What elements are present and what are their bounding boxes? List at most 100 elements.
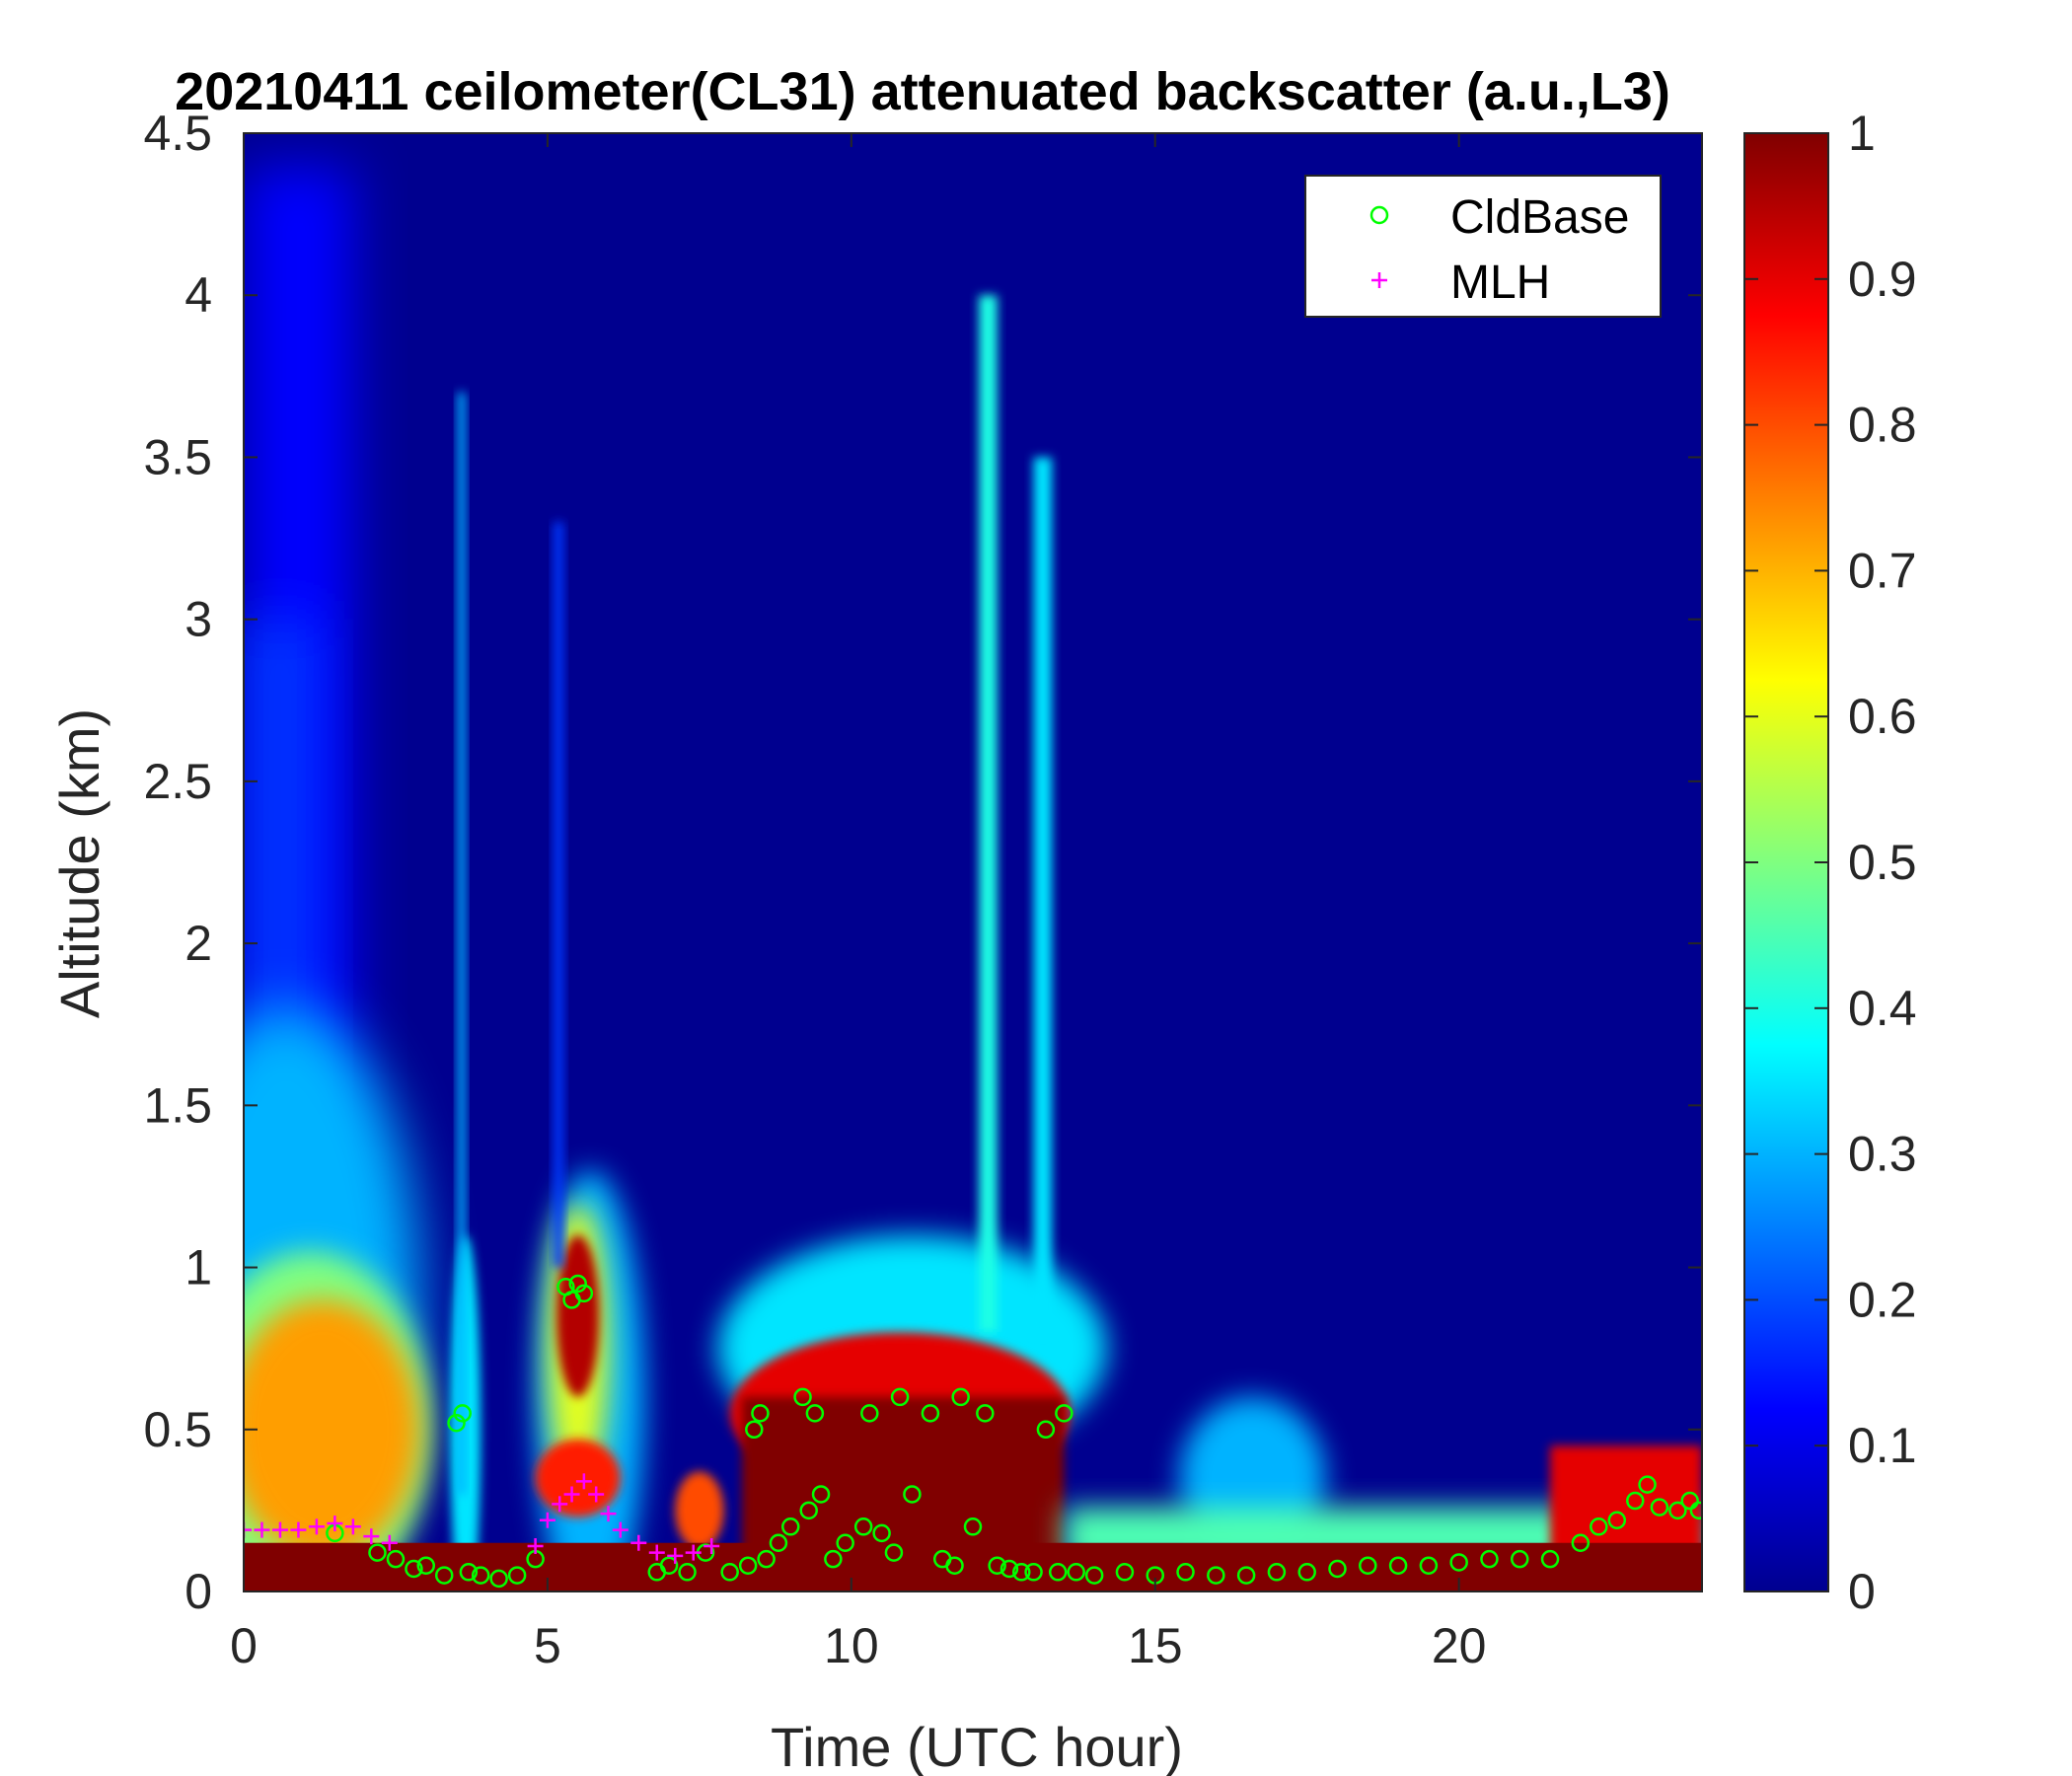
colorbar-tick-label: 0.3 [1848,1127,1917,1182]
cldbase-point [1480,1549,1499,1569]
cldbase-point [1571,1533,1591,1552]
legend-box [1304,175,1662,318]
cldbase-point [1036,1420,1056,1440]
mlh-point [563,1486,580,1503]
cldbase-point [459,1563,479,1582]
cldbase-point [988,1556,1006,1575]
cldbase-point [921,1404,940,1423]
cldbase-point [745,1420,764,1440]
cldbase-point [1607,1511,1627,1529]
y-tick-label: 0 [185,1564,212,1619]
aerosol-plume [1033,457,1053,1333]
colorbar-tick-label: 0 [1848,1564,1876,1619]
mlh-point [290,1521,307,1538]
y-tick-label: 1 [185,1240,212,1295]
y-tick-label: 4.5 [143,106,212,161]
colorbar-tick-label: 0.5 [1848,835,1917,890]
mlh-point [344,1518,361,1535]
mlh-point [685,1544,702,1561]
cldbase-point [1638,1475,1657,1494]
cldbase-point [836,1533,854,1552]
mlh-point [575,1473,592,1490]
x-tick-label: 15 [1128,1618,1183,1673]
cldbase-point [1115,1563,1135,1582]
cldbase-point [799,1501,818,1520]
cldbase-point [1419,1556,1439,1575]
cldbase-point [781,1517,800,1536]
legend-cldbase-marker [1369,205,1389,225]
mlh-point [327,1516,343,1532]
x-tick-label: 10 [824,1618,879,1673]
cldbase-point [720,1563,739,1582]
cldbase-point [945,1556,964,1575]
cldbase-point [1024,1563,1043,1582]
cldbase-point [903,1485,922,1504]
cldbase-point [1012,1563,1031,1582]
cldbase-point [659,1556,679,1575]
x-tick-label: 0 [230,1618,258,1673]
cldbase-point [368,1543,387,1562]
cldbase-point [976,1404,995,1423]
aerosol-layer [556,1234,600,1397]
cldbase-point [890,1387,910,1407]
y-tick-label: 0.5 [143,1402,212,1457]
plot-frame [243,132,1703,1592]
colorbar [1744,133,1828,1591]
cldbase-point [738,1556,758,1575]
cldbase-point [793,1387,812,1407]
cldbase-point [811,1485,831,1504]
x-tick-label: 20 [1432,1618,1487,1673]
cldbase-point [574,1284,594,1303]
y-tick-label: 2 [185,916,212,971]
y-tick-label: 4 [185,267,212,323]
mlh-point [667,1547,684,1564]
cldbase-point [1267,1563,1287,1582]
cldbase-point [416,1556,435,1575]
mlh-point [552,1496,568,1513]
mlh-point [612,1521,629,1538]
cldbase-point [1207,1566,1225,1585]
cldbase-point [1680,1491,1699,1511]
y-tick-label: 3 [185,592,212,647]
cldbase-point [1650,1498,1669,1517]
mlh-point [254,1521,270,1538]
cldbase-point [434,1566,454,1585]
cldbase-point [1236,1566,1256,1585]
cldbase-point [678,1563,697,1582]
mlh-point [703,1538,720,1555]
colorbar-tick-label: 0.7 [1848,543,1917,598]
mlh-point [381,1534,398,1551]
aerosol-layer [535,1439,621,1517]
cldbase-point [1590,1517,1608,1536]
cldbase-point [1084,1566,1104,1585]
colorbar-tick-label: 0.2 [1848,1272,1917,1327]
x-tick-label: 5 [534,1618,561,1673]
cldbase-point [1540,1549,1560,1569]
cldbase-point [963,1517,983,1536]
aerosol-plume [457,392,466,1495]
mlh-point [363,1528,380,1545]
y-tick-label: 1.5 [143,1077,212,1133]
y-tick-label: 2.5 [143,754,212,809]
cldbase-point [757,1549,776,1569]
x-axis-title: Time (UTC hour) [771,1716,1183,1776]
scatter-series [244,1274,1702,1589]
mlh-point [588,1486,605,1503]
aerosol-layer [244,1299,420,1560]
colorbar-tick-label: 0.6 [1848,689,1917,744]
x-axis: 0 5 10 15 20 [230,133,1486,1673]
cldbase-point [471,1566,490,1585]
y-axis-title: Altitude (km) [48,708,111,1018]
cldbase-point [1359,1556,1377,1575]
cldbase-point [1511,1549,1529,1569]
aerosol-plume [554,522,564,1268]
cldbase-point [568,1274,587,1294]
cldbase-point [447,1413,466,1433]
cldbase-point [769,1533,788,1552]
cldbase-point [1067,1563,1085,1582]
mlh-point [244,1521,252,1538]
colorbar-tick-label: 0.9 [1848,252,1917,307]
cldbase-point [386,1549,406,1569]
y-axis: 0 0.5 1 1.5 2 2.5 3 3.5 4 4.5 [143,106,1702,1619]
